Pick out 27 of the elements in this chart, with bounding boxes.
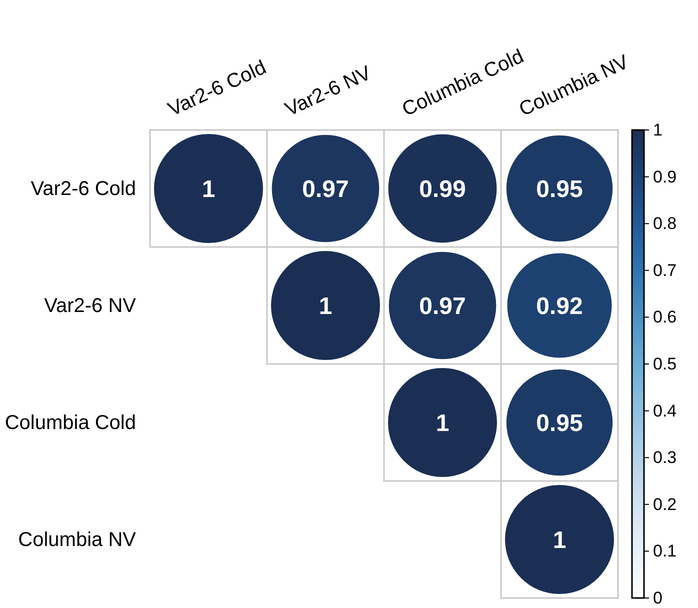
color-bar-label: 0.7 — [653, 260, 677, 280]
color-bar-label: 0.3 — [653, 448, 677, 468]
color-bar-label: 0.2 — [653, 494, 677, 514]
color-bar-label: 1 — [653, 120, 662, 140]
color-bar-label: 0.5 — [653, 354, 677, 374]
color-bar-label: 0.6 — [653, 308, 677, 327]
color-bar-label: 0 — [653, 588, 662, 608]
data-label: 0.92 — [536, 292, 583, 320]
data-label: 0.95 — [536, 410, 583, 437]
y-tick-label: Var2-6 Cold — [30, 178, 136, 200]
color-bar-label: 0.9 — [653, 167, 677, 186]
x-tick-label: Var2-6 Cold — [164, 56, 270, 121]
x-tick-label: Var2-6 NV — [282, 62, 376, 121]
data-label: 1 — [552, 526, 566, 554]
data-label: 1 — [318, 292, 332, 320]
data-label: 0.99 — [419, 176, 466, 203]
color-bar-label: 0.4 — [653, 401, 677, 420]
y-tick-label: Columbia NV — [18, 528, 137, 551]
data-label: 1 — [202, 176, 216, 203]
data-label: 0.97 — [302, 176, 349, 203]
y-tick-label: Var2-6 NV — [44, 294, 137, 317]
data-label: 0.95 — [536, 176, 583, 203]
color-bar-label: 0.1 — [653, 542, 677, 561]
y-tick-label: Columbia Cold — [4, 412, 136, 434]
color-bar-label: 0.8 — [653, 214, 677, 234]
data-label: 1 — [436, 410, 450, 437]
data-label: 0.97 — [419, 292, 466, 320]
